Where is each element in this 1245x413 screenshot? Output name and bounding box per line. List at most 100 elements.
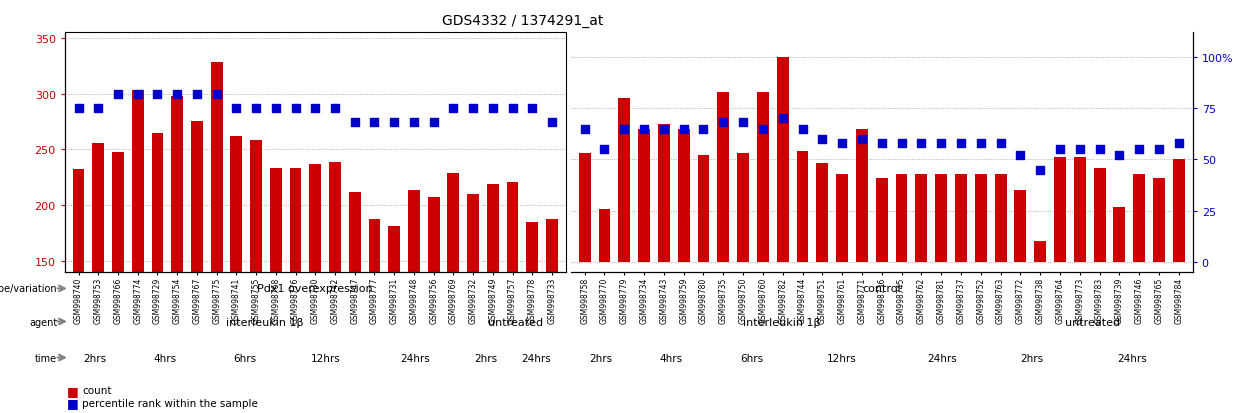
Point — [872, 140, 891, 147]
Text: genotype/variation: genotype/variation — [0, 284, 57, 294]
Text: 4hrs: 4hrs — [153, 353, 177, 363]
Point — [951, 140, 971, 147]
Bar — [190, 122, 203, 413]
Bar — [599, 209, 610, 262]
Point — [247, 105, 266, 112]
Text: 2hrs: 2hrs — [83, 353, 106, 363]
Text: untreated: untreated — [488, 317, 543, 327]
Bar — [210, 63, 223, 413]
Bar — [349, 192, 361, 413]
Text: interleukin 1β: interleukin 1β — [743, 317, 820, 327]
Point — [971, 140, 991, 147]
Bar — [955, 174, 967, 262]
Bar — [737, 154, 749, 262]
Text: ■: ■ — [67, 396, 78, 409]
Bar — [152, 133, 163, 413]
Bar — [1015, 191, 1026, 262]
Bar — [250, 141, 261, 413]
Point — [693, 126, 713, 133]
Bar — [995, 174, 1006, 262]
Text: Pdx1 overexpression: Pdx1 overexpression — [258, 284, 374, 294]
Bar — [329, 162, 341, 413]
Point — [891, 140, 911, 147]
Point — [108, 91, 128, 98]
Point — [443, 105, 463, 112]
Bar — [975, 174, 987, 262]
Bar — [1074, 158, 1086, 262]
Point — [575, 126, 595, 133]
Bar — [547, 219, 558, 413]
Bar — [270, 169, 281, 413]
Point — [654, 126, 674, 133]
Bar — [467, 195, 479, 413]
Text: ■: ■ — [67, 384, 78, 397]
Point — [147, 91, 167, 98]
Bar — [1173, 160, 1185, 262]
Point — [68, 105, 88, 112]
Text: 6hrs: 6hrs — [740, 353, 763, 363]
Text: untreated: untreated — [1064, 317, 1120, 327]
Bar — [132, 91, 143, 413]
Bar — [875, 178, 888, 262]
Bar — [619, 99, 630, 262]
Text: 6hrs: 6hrs — [234, 353, 256, 363]
Text: time: time — [35, 353, 57, 363]
Point — [503, 105, 523, 112]
Text: 12hrs: 12hrs — [827, 353, 857, 363]
Point — [733, 120, 753, 126]
Bar — [290, 169, 301, 413]
Bar — [579, 154, 590, 262]
Point — [713, 120, 733, 126]
Bar — [1113, 207, 1125, 262]
Point — [1149, 147, 1169, 153]
Point — [911, 140, 931, 147]
Point — [542, 120, 561, 126]
Bar — [717, 93, 730, 262]
Point — [1011, 152, 1031, 159]
Point — [463, 105, 483, 112]
Point — [1109, 152, 1129, 159]
Bar — [677, 129, 690, 262]
Point — [793, 126, 813, 133]
Point — [266, 105, 286, 112]
Bar — [657, 125, 670, 262]
Bar — [817, 164, 828, 262]
Point — [674, 126, 693, 133]
Bar — [777, 57, 788, 262]
Point — [813, 136, 833, 143]
Bar — [857, 129, 868, 262]
Point — [523, 105, 543, 112]
Text: 2hrs: 2hrs — [589, 353, 613, 363]
Point — [931, 140, 951, 147]
Bar — [447, 173, 459, 413]
Point — [285, 105, 305, 112]
Point — [832, 140, 852, 147]
Point — [1089, 147, 1109, 153]
Bar — [92, 143, 105, 413]
Point — [634, 126, 654, 133]
Bar — [408, 190, 420, 413]
Bar — [757, 93, 769, 262]
Point — [753, 126, 773, 133]
Text: 24hrs: 24hrs — [1118, 353, 1148, 363]
Point — [128, 91, 148, 98]
Text: GDS4332 / 1374291_at: GDS4332 / 1374291_at — [442, 14, 604, 28]
Text: 4hrs: 4hrs — [660, 353, 682, 363]
Bar — [1133, 174, 1145, 262]
Point — [1169, 140, 1189, 147]
Bar — [487, 185, 499, 413]
Bar — [1055, 158, 1066, 262]
Point — [991, 140, 1011, 147]
Bar — [697, 156, 710, 262]
Point — [365, 120, 385, 126]
Bar — [1153, 178, 1165, 262]
Text: agent: agent — [29, 317, 57, 327]
Bar — [388, 227, 400, 413]
Bar — [172, 97, 183, 413]
Point — [88, 105, 108, 112]
Point — [345, 120, 365, 126]
Text: percentile rank within the sample: percentile rank within the sample — [82, 398, 258, 408]
Text: 24hrs: 24hrs — [520, 353, 550, 363]
Point — [423, 120, 443, 126]
Text: count: count — [82, 385, 112, 395]
